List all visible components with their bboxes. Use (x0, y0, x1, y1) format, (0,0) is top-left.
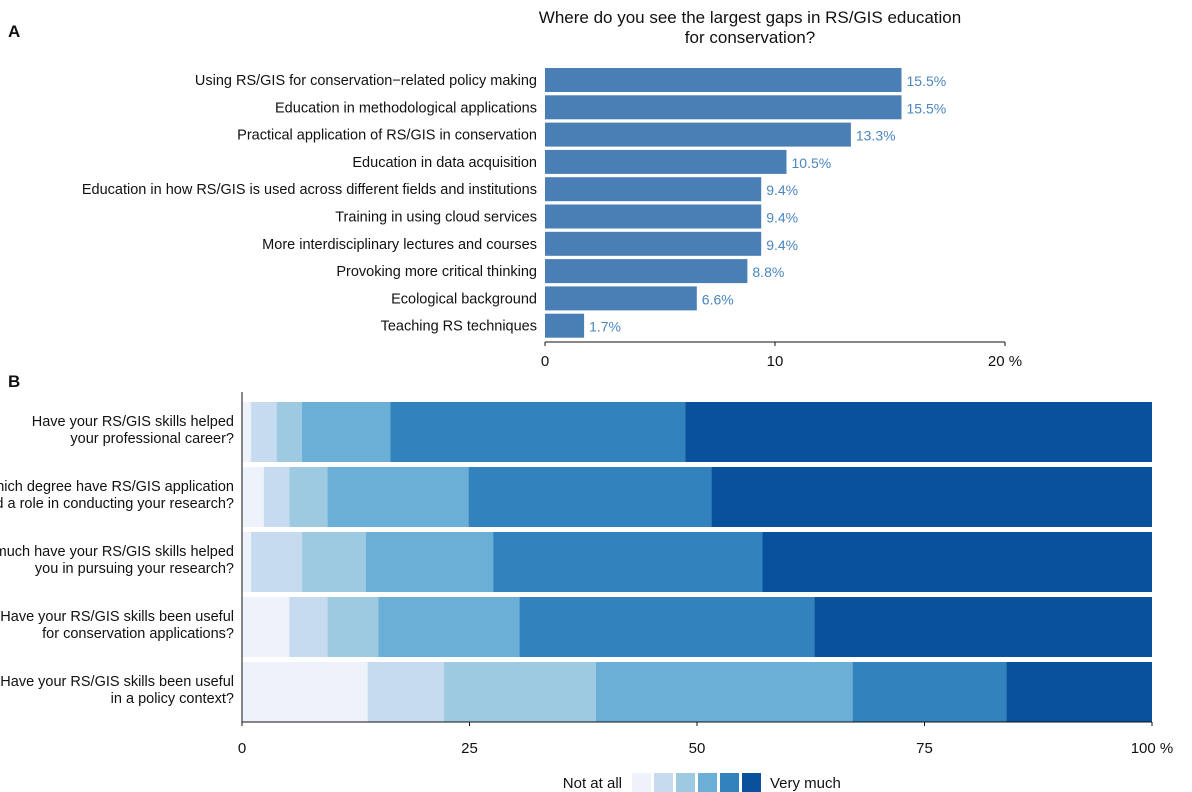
x-tick-label-b: 75 (916, 740, 933, 757)
x-tick-label-b: 100 % (1131, 740, 1174, 757)
category-label-b: your professional career? (70, 431, 234, 447)
legend-swatch (742, 773, 761, 792)
segment-b (251, 402, 277, 462)
category-label-a: Education in how RS/GIS is used across d… (82, 182, 537, 198)
segment-b (1006, 662, 1152, 722)
category-label-b: Have your RS/GIS skills been useful (0, 674, 234, 690)
category-label-b: you in pursuing your research? (35, 561, 234, 577)
legend-low-label: Not at all (563, 775, 622, 792)
category-label-b: played a role in conducting your researc… (0, 496, 234, 512)
segment-b (242, 662, 368, 722)
category-label-b: for conservation applications? (42, 626, 234, 642)
value-label-a: 15.5% (907, 100, 947, 116)
value-label-a: 8.8% (752, 264, 784, 280)
segment-b (242, 597, 290, 657)
category-label-a: Training in using cloud services (335, 210, 537, 226)
value-label-a: 13.3% (856, 128, 896, 144)
legend-swatch (654, 773, 673, 792)
category-label-b: How much have your RS/GIS skills helped (0, 544, 234, 560)
segment-b (390, 402, 686, 462)
bar-a (545, 68, 902, 92)
category-label-a: Ecological background (391, 291, 537, 307)
segment-b (365, 532, 494, 592)
x-tick-label-b: 50 (689, 740, 706, 757)
bar-a (545, 259, 748, 284)
category-label-a: Teaching RS techniques (381, 319, 537, 335)
category-label-a: Education in data acquisition (352, 155, 537, 171)
panel-b-letter: B (8, 372, 21, 391)
legend-high-label: Very much (770, 775, 841, 792)
segment-b (367, 662, 445, 722)
chart-a-title-line2: for conservation? (684, 28, 816, 47)
segment-b (289, 467, 328, 527)
category-label-b: in a policy context? (111, 691, 234, 707)
legend-swatch (698, 773, 717, 792)
bar-a (545, 149, 787, 174)
segment-b (327, 597, 379, 657)
category-label-a: Practical application of RS/GIS in conse… (237, 128, 537, 144)
value-label-a: 1.7% (589, 319, 621, 335)
bar-a (545, 122, 851, 147)
bar-a (545, 177, 762, 202)
segment-b (263, 467, 290, 527)
chart-a-gaps: Using RS/GIS for conservation−related po… (82, 68, 1022, 370)
value-label-a: 15.5% (907, 73, 947, 89)
category-label-b: To which degree have RS/GIS application (0, 479, 234, 495)
segment-b (595, 662, 853, 722)
chart-a-title-line1: Where do you see the largest gaps in RS/… (538, 8, 962, 27)
segment-b (302, 402, 391, 462)
segment-b (852, 662, 1007, 722)
x-tick-label-a: 0 (541, 353, 549, 370)
bar-a (545, 204, 762, 229)
x-tick-label-a: 20 % (988, 353, 1022, 370)
segment-b (519, 597, 815, 657)
segment-b (378, 597, 520, 657)
value-label-a: 9.4% (766, 210, 798, 226)
segment-b (251, 532, 303, 592)
segment-b (289, 597, 328, 657)
x-tick-label-a: 10 (767, 353, 784, 370)
segment-b (814, 597, 1152, 657)
segment-b (444, 662, 596, 722)
value-label-a: 9.4% (766, 182, 798, 198)
segment-b (276, 402, 303, 462)
segment-b (242, 532, 252, 592)
bar-a (545, 231, 762, 256)
segment-b (493, 532, 763, 592)
segment-b (468, 467, 712, 527)
bar-a (545, 286, 697, 311)
category-label-b: Have your RS/GIS skills been useful (0, 609, 234, 625)
segment-b (711, 467, 1152, 527)
bar-a (545, 313, 585, 338)
x-tick-label-b: 25 (461, 740, 478, 757)
category-label-b: Have your RS/GIS skills helped (32, 414, 234, 430)
segment-b (242, 467, 264, 527)
legend-swatch (676, 773, 695, 792)
segment-b (762, 532, 1152, 592)
value-label-a: 6.6% (702, 291, 734, 307)
value-label-a: 10.5% (792, 155, 832, 171)
legend-swatch (632, 773, 651, 792)
legend-swatch (720, 773, 739, 792)
category-label-a: Provoking more critical thinking (336, 264, 537, 280)
category-label-a: Using RS/GIS for conservation−related po… (195, 73, 537, 89)
bar-a (545, 95, 902, 120)
category-label-a: More interdisciplinary lectures and cour… (262, 237, 537, 253)
category-label-a: Education in methodological applications (275, 100, 537, 116)
segment-b (685, 402, 1152, 462)
panel-a-letter: A (8, 22, 21, 41)
segment-b (302, 532, 366, 592)
segment-b (327, 467, 469, 527)
x-tick-label-b: 0 (238, 740, 246, 757)
value-label-a: 9.4% (766, 237, 798, 253)
segment-b (242, 402, 252, 462)
